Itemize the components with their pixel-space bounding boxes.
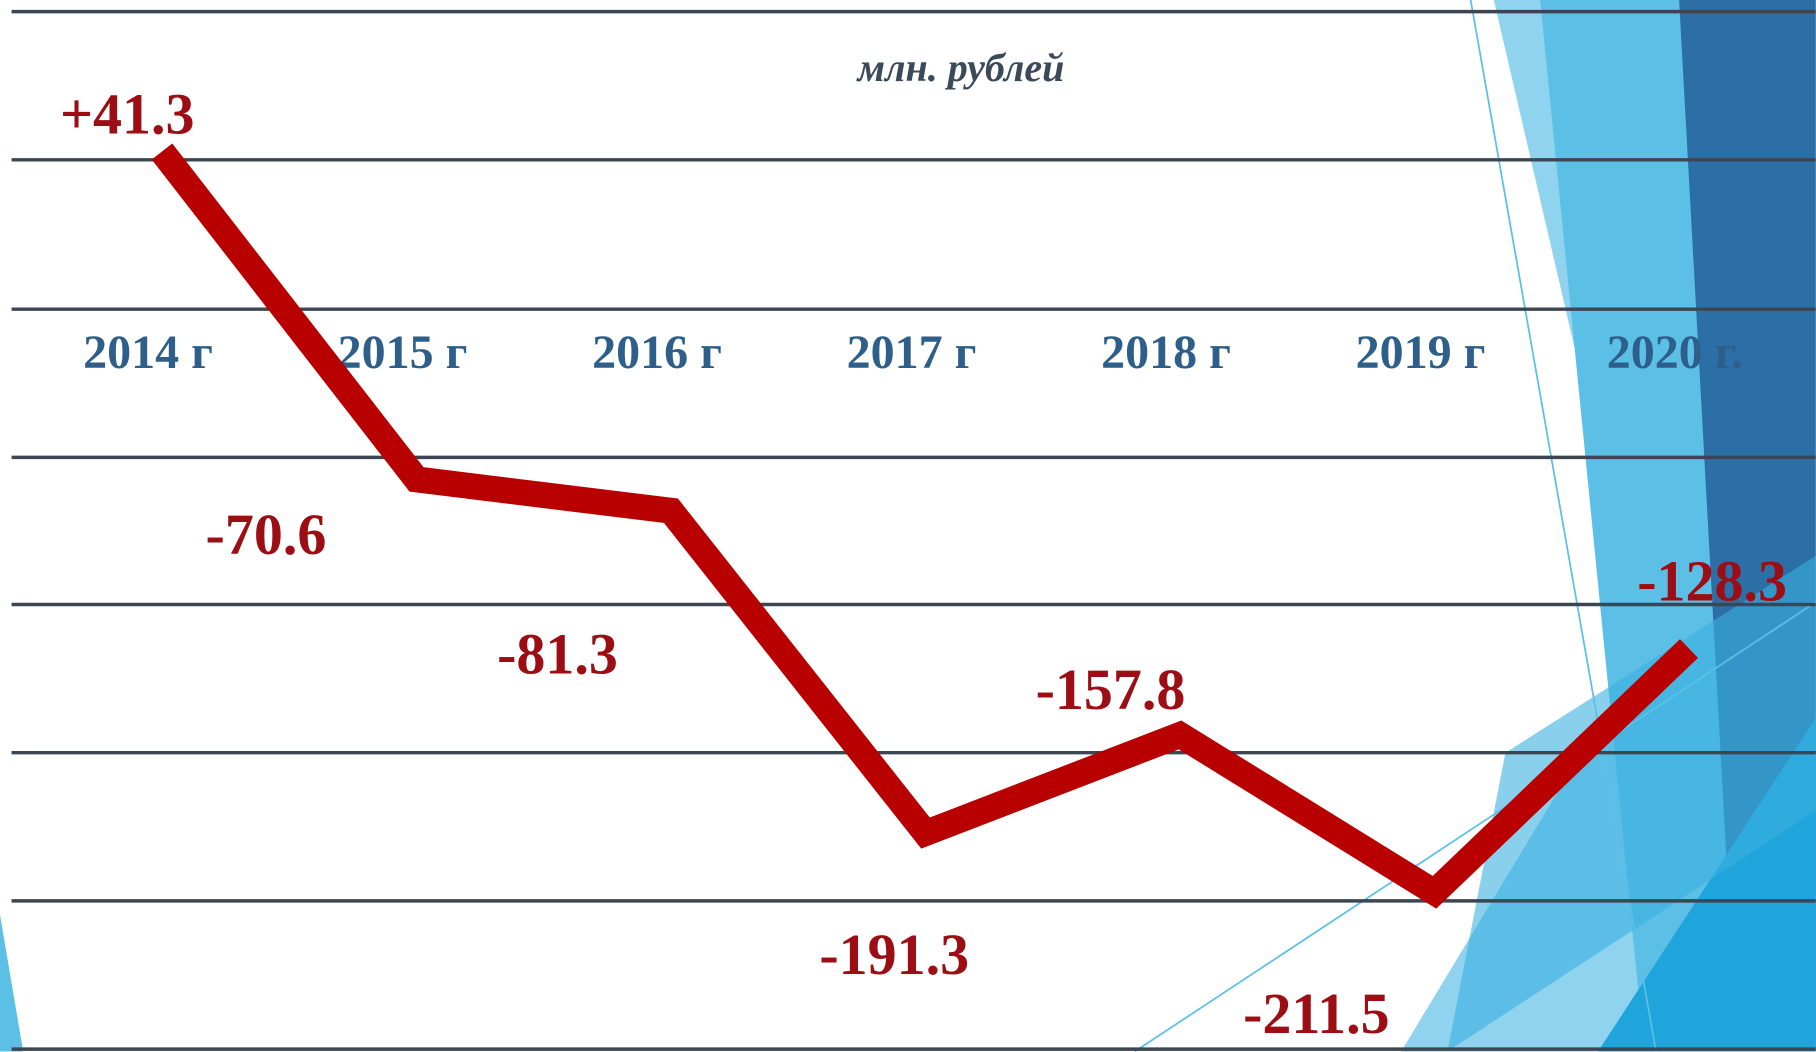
x-tick-label: 2016 г [592, 326, 722, 379]
x-tick-label: 2018 г [1101, 326, 1231, 379]
chart-subtitle: млн. рублей [856, 45, 1065, 90]
data-label: -157.8 [1036, 657, 1186, 722]
data-label: -70.6 [206, 502, 327, 567]
x-tick-label: 2020 г. [1607, 326, 1743, 379]
data-label: -211.5 [1243, 981, 1390, 1046]
x-tick-label: 2019 г [1356, 326, 1486, 379]
data-label: -81.3 [497, 621, 618, 686]
x-tick-label: 2014 г [83, 326, 213, 379]
data-label: +41.3 [60, 82, 195, 147]
chart: млн. рублей 2014 г 2015 г 2016 г 2017 г 2018… [0, 0, 1816, 1052]
data-label: -191.3 [819, 922, 969, 987]
x-tick-label: 2017 г [847, 326, 977, 379]
data-label: -128.3 [1637, 548, 1787, 613]
data-line [162, 151, 1689, 892]
x-tick-label: 2015 г [338, 326, 468, 379]
